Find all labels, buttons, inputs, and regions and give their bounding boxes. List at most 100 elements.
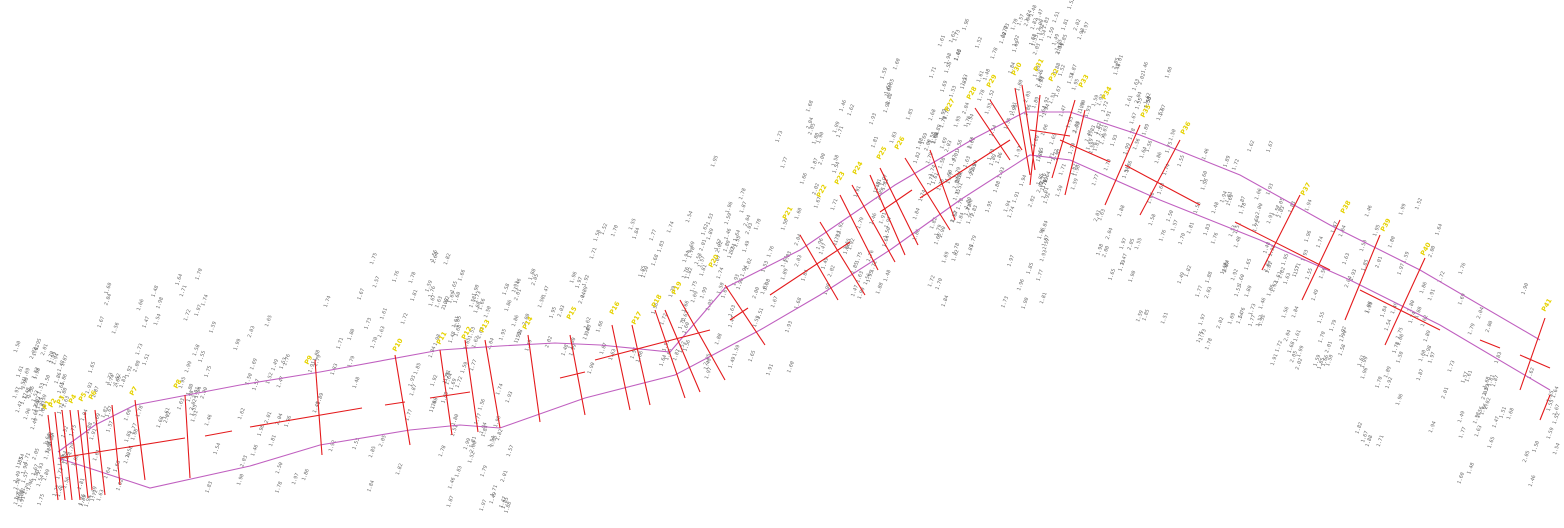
survey-point-label: 1.63 xyxy=(1131,78,1141,91)
survey-point-label: 1.82 xyxy=(1354,422,1364,435)
survey-point-label: 1.66 xyxy=(31,409,41,422)
survey-point-label: 1.55 xyxy=(189,404,199,417)
survey-point-label: 1.63 xyxy=(1474,425,1484,438)
survey-point-label: 1.62 xyxy=(948,30,958,43)
survey-point-label: 2.03 xyxy=(1036,180,1046,193)
survey-point-label: 1.63 xyxy=(176,398,186,411)
survey-point-label: 1.51 xyxy=(190,410,200,423)
survey-point-label: 1.85 xyxy=(1316,357,1326,370)
survey-point-label: 1.64 xyxy=(103,466,113,479)
survey-point-label: 1.66 xyxy=(136,298,146,311)
cross-section-line xyxy=(851,184,896,263)
survey-point-label: 1.77 xyxy=(649,229,659,242)
survey-point-label: 1.46 xyxy=(1036,69,1046,82)
survey-point-label: 1.79 xyxy=(479,465,489,478)
survey-point-label: 1.90 xyxy=(938,226,948,239)
survey-point-label: 1.54 xyxy=(780,255,790,268)
survey-point-label: 2.05 xyxy=(1522,450,1532,463)
survey-point-label: 1.72 xyxy=(400,312,410,325)
survey-point-label: 1.56 xyxy=(477,398,487,411)
survey-point-label: 2.05 xyxy=(969,163,979,176)
survey-point-label: 1.69 xyxy=(939,80,949,93)
cross-section-line xyxy=(394,354,411,446)
survey-point-label: 1.60 xyxy=(999,32,1009,45)
survey-point-label: 1.62 xyxy=(1143,92,1153,105)
survey-point-label: 1.59 xyxy=(879,67,889,80)
survey-point-label: 1.72 xyxy=(1274,340,1284,353)
survey-point-label: 1.91 xyxy=(17,495,27,508)
survey-point-label: 1.67 xyxy=(813,196,823,209)
survey-point-label: 1.48 xyxy=(1211,201,1221,214)
survey-point-label: 1.85 xyxy=(1026,262,1036,275)
survey-point-label: 1.82 xyxy=(913,151,923,164)
survey-point-label: 1.71 xyxy=(1058,163,1068,176)
survey-point-label: 1.88 xyxy=(44,441,54,454)
survey-point-label: 1.93 xyxy=(85,382,95,395)
survey-point-label: 1.62 xyxy=(237,407,247,420)
survey-point-label: 2.02 xyxy=(163,411,173,424)
survey-point-label: 1.52 xyxy=(1414,197,1424,210)
survey-point-label: 1.49 xyxy=(1011,40,1021,53)
survey-point-label: 1.88 xyxy=(714,333,724,346)
survey-point-label: 1.52 xyxy=(600,223,610,236)
survey-point-label: 1.99 xyxy=(857,287,867,300)
survey-point-label: 1.92 xyxy=(1042,192,1052,205)
survey-point-label: 1.48 xyxy=(150,285,160,298)
cross-sections-layer xyxy=(47,84,1551,501)
survey-point-label: 2.01 xyxy=(1441,386,1451,399)
survey-point-label: 1.53 xyxy=(752,315,762,328)
survey-point-label: 1.84 xyxy=(800,269,810,282)
survey-point-label: 1.61 xyxy=(1041,186,1051,199)
survey-point-label: 1.85 xyxy=(501,497,511,510)
survey-point-label: 1.60 xyxy=(453,291,463,304)
survey-point-label: 1.54 xyxy=(213,442,223,455)
survey-point-label: 1.89 xyxy=(440,391,450,404)
survey-point-label: 1.65 xyxy=(1243,258,1253,271)
survey-point-label: 1.67 xyxy=(713,254,723,267)
survey-point-label: 1.96 xyxy=(1016,278,1026,291)
survey-point-label: 1.79 xyxy=(1467,323,1477,336)
survey-point-label: 1.58 xyxy=(1193,201,1203,214)
survey-point-label: 1.46 xyxy=(869,212,879,225)
survey-point-label: 1.92 xyxy=(124,365,134,378)
station-label: P19 xyxy=(670,280,684,296)
survey-point-label: 1.49 xyxy=(1177,272,1187,285)
survey-point-label: 1.80 xyxy=(1387,236,1397,249)
survey-point-label: 1.79 xyxy=(67,442,77,455)
survey-point-label: 1.99 xyxy=(832,121,842,134)
survey-point-label: 1.50 xyxy=(537,296,547,309)
survey-point-label: 1.49 xyxy=(524,339,534,352)
survey-point-label: 1.86 xyxy=(511,314,521,327)
survey-point-label: 1.72 xyxy=(926,173,936,186)
survey-point-label: 1.58 xyxy=(694,252,704,265)
survey-point-label: 2.04 xyxy=(1134,91,1144,104)
survey-point-label: 1.76 xyxy=(282,353,292,366)
survey-point-label: 1.58 xyxy=(1143,96,1153,109)
survey-point-label: 1.95 xyxy=(984,200,994,213)
survey-point-label: 1.69 xyxy=(92,413,102,426)
survey-point-label: 1.74 xyxy=(1067,142,1077,155)
survey-point-label: 1.96 xyxy=(961,18,971,31)
survey-point-label: 1.74 xyxy=(1315,236,1325,249)
survey-point-label: 1.98 xyxy=(1424,345,1434,358)
survey-point-label: 1.83 xyxy=(889,131,899,144)
survey-point-label: 1.58 xyxy=(1148,213,1158,226)
survey-point-label: 1.56 xyxy=(1318,267,1328,280)
survey-point-label: 1.71 xyxy=(1293,262,1303,275)
survey-point-label: 1.64 xyxy=(1434,223,1444,236)
survey-point-label: 1.96 xyxy=(1303,230,1313,243)
survey-point-label: 1.88 xyxy=(992,180,1002,193)
survey-point-label: 1.69 xyxy=(22,367,32,380)
survey-point-label: 1.64 xyxy=(431,251,441,264)
survey-point-label: 1.61 xyxy=(976,70,986,83)
survey-point-label: 1.61 xyxy=(1293,329,1303,342)
survey-point-label: 1.71 xyxy=(179,284,189,297)
survey-point-label: 1.98 xyxy=(433,333,443,346)
cross-section-line xyxy=(111,404,121,486)
survey-point-label: 1.94 xyxy=(1003,200,1013,213)
survey-point-label: 1.46 xyxy=(1364,205,1374,218)
survey-point-label: 1.48 xyxy=(1084,130,1094,143)
survey-point-label: 2.02 xyxy=(1027,195,1037,208)
survey-point-label: 1.52 xyxy=(113,373,123,386)
survey-point-label: 1.93 xyxy=(1265,183,1275,196)
